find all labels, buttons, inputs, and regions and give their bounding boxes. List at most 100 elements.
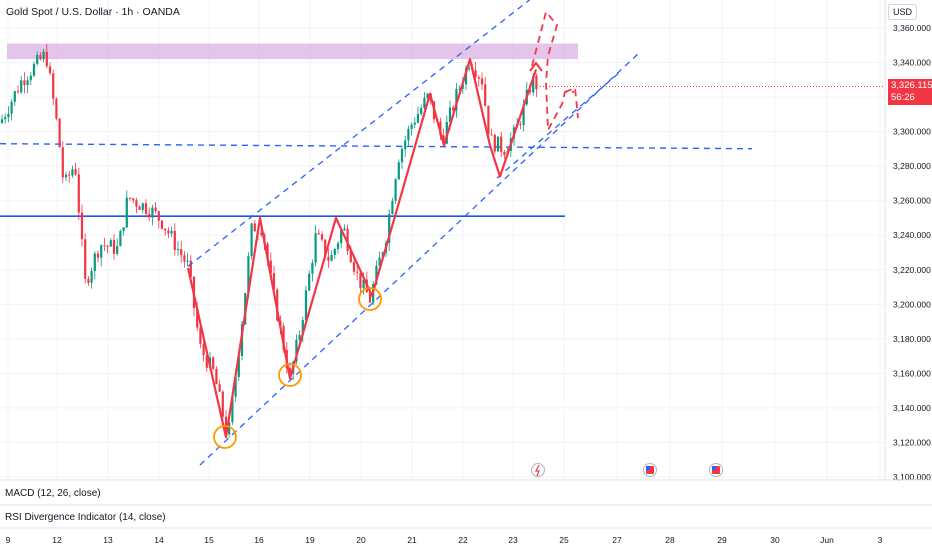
- candle-body: [58, 118, 61, 148]
- candle-body: [196, 307, 199, 328]
- price-tick-label: 3,260.000: [893, 196, 931, 206]
- path-arrowhead: [529, 61, 543, 72]
- time-tick-label: 28: [665, 535, 675, 545]
- time-tick-label: 3: [878, 535, 883, 545]
- candle-body: [7, 113, 10, 118]
- candle-body: [304, 290, 308, 321]
- candle-body: [388, 213, 391, 243]
- candle-body: [77, 174, 80, 213]
- candle-body: [218, 384, 221, 392]
- candle-body: [103, 245, 106, 247]
- candle-body: [90, 271, 93, 283]
- candle-body: [128, 197, 132, 199]
- chart-grid: [0, 0, 885, 480]
- candle-body: [122, 227, 125, 231]
- time-tick-label: 13: [103, 535, 113, 545]
- candle-body: [96, 253, 100, 258]
- candle-body: [423, 98, 426, 109]
- candle-body: [359, 272, 362, 289]
- channel-mid-line: [496, 71, 621, 179]
- candle-body: [176, 249, 180, 251]
- time-tick-label: 16: [254, 535, 264, 545]
- price-tick-label: 3,220.000: [893, 265, 931, 275]
- candle-body: [452, 107, 455, 111]
- candle-body: [346, 228, 349, 252]
- event-icons: [531, 463, 723, 477]
- candle-body: [26, 80, 29, 85]
- candle-body: [29, 75, 32, 81]
- candle-body: [458, 88, 461, 90]
- candle-body: [407, 128, 410, 141]
- time-tick-label: 29: [717, 535, 727, 545]
- currency-selector[interactable]: USD: [888, 4, 918, 20]
- resistance-zone: [7, 43, 578, 60]
- candle-body: [528, 89, 532, 93]
- candle-body: [311, 262, 314, 274]
- candle-body: [391, 200, 394, 214]
- time-tick-label: 19: [305, 535, 315, 545]
- price-tick-label: 3,180.000: [893, 334, 931, 344]
- rsi-label[interactable]: RSI Divergence Indicator (14, close): [5, 512, 166, 523]
- candle-body: [416, 113, 420, 123]
- candle-body: [106, 245, 109, 247]
- candle-body: [199, 327, 202, 344]
- candle-body: [119, 230, 122, 247]
- candle-body: [301, 320, 304, 335]
- candle-body: [148, 213, 151, 218]
- candle-body: [266, 243, 269, 261]
- price-tick-label: 3,300.000: [893, 127, 931, 137]
- candle-body: [189, 260, 192, 277]
- candle-body: [394, 179, 397, 201]
- candle-body: [397, 162, 400, 180]
- candle-body: [260, 233, 263, 235]
- candle-body: [448, 107, 452, 122]
- candle-body: [36, 55, 39, 64]
- time-axis: 9 12 13 14 15 16 19 20 21 22 23 25 27 28 29 30 Jun 3: [0, 479, 932, 545]
- candle-body: [413, 122, 416, 125]
- candle-body: [112, 240, 116, 254]
- time-tick-label: Jun: [820, 535, 834, 545]
- candle-body: [151, 207, 154, 218]
- trend-channel: [187, 0, 641, 466]
- candle-body: [477, 77, 480, 79]
- flash-glyph: [535, 464, 540, 477]
- candle-body: [154, 207, 157, 212]
- candle-body: [490, 134, 493, 136]
- candle-body: [13, 91, 16, 102]
- time-tick-label: 9: [6, 535, 11, 545]
- candle-body: [404, 140, 407, 150]
- last-price: 3,326.115: [891, 80, 932, 91]
- time-tick-label: 21: [407, 535, 417, 545]
- candle-body: [484, 84, 487, 106]
- candle-body: [295, 339, 298, 362]
- candle-body: [269, 260, 272, 274]
- candle-body: [71, 169, 74, 176]
- time-tick-label: 20: [356, 535, 366, 545]
- flag-canton: [646, 466, 650, 470]
- candle-body: [183, 255, 186, 262]
- candle-body: [349, 251, 352, 263]
- candle-body: [250, 223, 253, 257]
- candle-body: [74, 169, 77, 175]
- candle-body: [202, 343, 205, 356]
- candle-body: [215, 368, 218, 385]
- candle-body: [426, 93, 429, 99]
- candle-body: [352, 262, 356, 272]
- macd-label[interactable]: MACD (12, 26, close): [5, 488, 101, 499]
- candle-body: [32, 63, 36, 76]
- price-path-line: [186, 57, 538, 439]
- candle-body: [186, 260, 189, 262]
- candle-body: [253, 223, 256, 232]
- candle-body: [480, 78, 484, 85]
- candle-body: [205, 355, 208, 368]
- price-path: [186, 10, 579, 439]
- candle-body: [314, 233, 317, 263]
- candle-body: [464, 68, 468, 85]
- candle-body: [468, 68, 471, 70]
- candle-body: [61, 147, 64, 178]
- candle-body: [55, 98, 58, 119]
- candle-body: [212, 357, 215, 369]
- candle-body: [324, 239, 327, 257]
- candle-body: [132, 198, 135, 201]
